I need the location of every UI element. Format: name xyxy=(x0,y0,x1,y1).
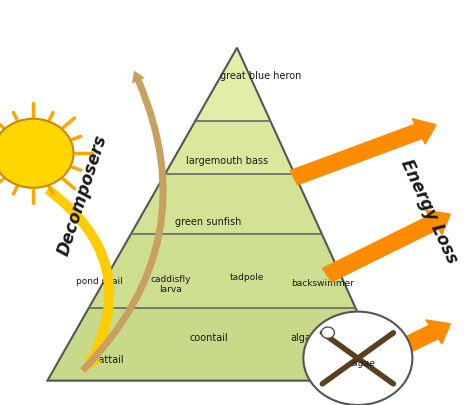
Polygon shape xyxy=(89,235,356,308)
Text: largemouth bass: largemouth bass xyxy=(186,156,269,166)
FancyArrow shape xyxy=(290,119,436,185)
FancyArrow shape xyxy=(346,320,450,379)
Circle shape xyxy=(303,312,412,405)
Text: coontail: coontail xyxy=(189,332,228,342)
FancyArrowPatch shape xyxy=(45,186,114,370)
Text: Energy Loss: Energy Loss xyxy=(397,156,461,265)
FancyArrowPatch shape xyxy=(80,71,167,373)
Text: backswimmer: backswimmer xyxy=(291,279,354,288)
Circle shape xyxy=(0,119,73,188)
Text: cattail: cattail xyxy=(94,354,124,364)
Polygon shape xyxy=(47,308,389,381)
Text: tadpole: tadpole xyxy=(229,273,264,281)
Text: Decomposers: Decomposers xyxy=(55,132,111,257)
Text: caddisfly
larva: caddisfly larva xyxy=(150,274,191,294)
Text: green sunfish: green sunfish xyxy=(175,217,242,227)
Text: algae: algae xyxy=(290,332,317,342)
Text: pond snail: pond snail xyxy=(76,277,123,286)
Polygon shape xyxy=(195,49,270,122)
Polygon shape xyxy=(131,174,322,235)
Text: great blue heron: great blue heron xyxy=(220,71,301,81)
Circle shape xyxy=(321,327,335,339)
Text: algae: algae xyxy=(350,358,375,367)
Polygon shape xyxy=(165,122,294,174)
FancyArrow shape xyxy=(323,211,450,282)
